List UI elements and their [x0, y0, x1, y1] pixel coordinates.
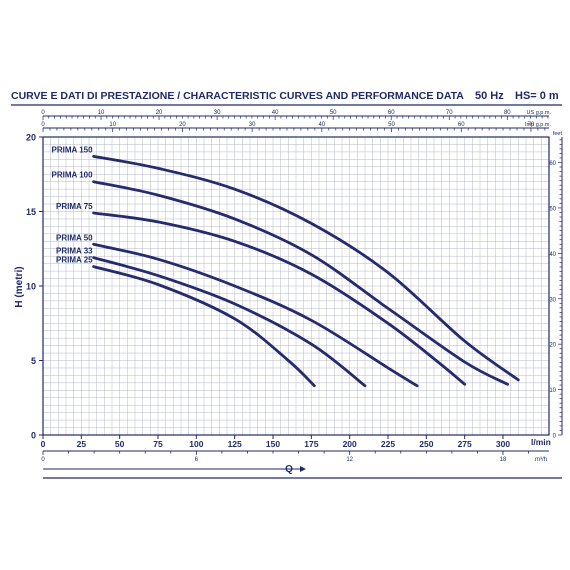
- top-axis-tick-label: 0: [41, 122, 45, 128]
- feet-tick-label: 0: [553, 434, 557, 440]
- top-axis-tick-label: 10: [109, 122, 116, 128]
- feet-tick-label: 10: [549, 388, 556, 394]
- y-tick-label: 15: [26, 207, 36, 217]
- frequency-label: 50 Hz: [475, 90, 504, 102]
- feet-tick-label: 50: [549, 206, 556, 212]
- curve-prima-50: [92, 242, 419, 388]
- chart-title: CURVE E DATI DI PRESTAZIONE / CHARACTERI…: [11, 90, 464, 102]
- m3h-unit-label: m³/h: [535, 457, 547, 463]
- top-axis-tick-label: 20: [156, 110, 163, 116]
- top-axis-tick-label: 60: [388, 110, 395, 116]
- m3h-tick-label: 0: [41, 457, 45, 463]
- x-tick-label: 275: [458, 439, 472, 449]
- feet-tick-label: 40: [549, 252, 556, 258]
- x-tick-label: 225: [381, 439, 395, 449]
- y-tick-label: 20: [26, 133, 36, 143]
- feet-unit-label: feet: [553, 131, 563, 137]
- x-tick-label: 150: [266, 439, 280, 449]
- x-axis-label: Q: [285, 464, 293, 475]
- top-axis-tick-label: 40: [318, 122, 325, 128]
- x-tick-label: 75: [153, 439, 163, 449]
- y-tick-label: 5: [31, 356, 36, 366]
- q-arrow-head: [300, 466, 306, 472]
- curves: [92, 155, 520, 388]
- m3h-tick-label: 12: [346, 457, 353, 463]
- top-axis-tick-label: 30: [214, 110, 221, 116]
- x-tick-label: 100: [189, 439, 203, 449]
- curve-label-prima-100: PRIMA 100: [52, 171, 94, 180]
- feet-tick-label: 60: [549, 161, 556, 167]
- top-axis-tick-label: 80: [504, 110, 511, 116]
- top-axis-tick-label: 10: [98, 110, 105, 116]
- curve-label-prima-75: PRIMA 75: [56, 202, 93, 211]
- curve-label-prima-150: PRIMA 150: [52, 145, 94, 154]
- m3h-tick-label: 18: [500, 457, 507, 463]
- curve-prima-100: [92, 180, 509, 386]
- x-tick-label: 250: [419, 439, 433, 449]
- suction-height-label: HS= 0 m: [515, 90, 559, 102]
- x-tick-label: 200: [343, 439, 357, 449]
- curve-label-prima-33: PRIMA 33: [56, 247, 93, 256]
- feet-tick-label: 30: [549, 297, 556, 303]
- top-axis-tick-label: 70: [446, 110, 453, 116]
- top-axis-tick-label: 40: [272, 110, 279, 116]
- curve-label-prima-50: PRIMA 50: [56, 233, 93, 242]
- y-tick-label: 10: [26, 282, 36, 292]
- y-tick-label: 0: [31, 431, 36, 441]
- top-axis-tick-label: 50: [330, 110, 337, 116]
- y-axis-label: H (metri): [14, 266, 25, 307]
- curve-label-prima-25: PRIMA 25: [56, 256, 93, 265]
- top-axis-tick-label: 60: [458, 122, 465, 128]
- curve-prima-150: [92, 155, 520, 382]
- top-axis-tick-label: 0: [41, 110, 45, 116]
- top-axis-tick-label: 70: [528, 122, 535, 128]
- feet-tick-label: 20: [549, 343, 556, 349]
- x-tick-label: 0: [41, 439, 46, 449]
- top-axis-unit-label: US g.p.m.: [527, 110, 552, 116]
- top-axis-unit-label: Imp g.p.m.: [525, 122, 551, 128]
- grid: [43, 137, 549, 435]
- x-tick-label: 50: [115, 439, 125, 449]
- m3h-tick-label: 6: [195, 457, 199, 463]
- curve-prima-75: [92, 211, 467, 386]
- curve-prima-33: [92, 256, 367, 388]
- x-tick-label: 125: [228, 439, 242, 449]
- curve-labels: PRIMA 150 PRIMA 100 PRIMA 75 PRIMA 50 PRIMA …: [52, 145, 94, 264]
- x-tick-label: 175: [304, 439, 318, 449]
- top-axis-tick-label: 30: [249, 122, 256, 128]
- top-axis-tick-label: 20: [179, 122, 186, 128]
- x-tick-label: 25: [77, 439, 87, 449]
- x-tick-label: 300: [496, 439, 510, 449]
- top-axis-tick-label: 50: [388, 122, 395, 128]
- x-unit-label: l/min: [531, 437, 551, 447]
- curve-prima-25: [92, 265, 316, 388]
